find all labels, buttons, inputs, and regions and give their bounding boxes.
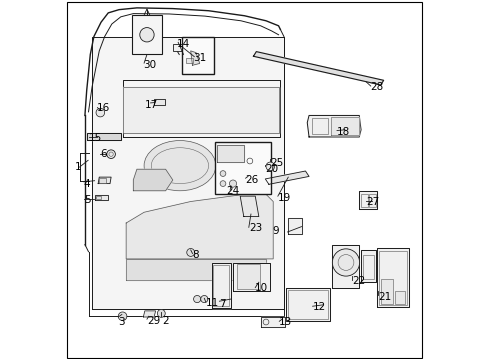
Bar <box>311 118 327 134</box>
Bar <box>215 142 270 194</box>
Text: 21: 21 <box>377 292 390 302</box>
Text: 13: 13 <box>279 318 292 327</box>
Text: 18: 18 <box>336 127 349 136</box>
Circle shape <box>332 249 359 276</box>
Text: 15: 15 <box>88 133 102 143</box>
Text: 20: 20 <box>264 164 278 174</box>
Bar <box>182 37 214 74</box>
Polygon shape <box>253 51 383 85</box>
Polygon shape <box>87 133 121 140</box>
Text: 26: 26 <box>245 175 258 185</box>
Bar <box>96 196 101 199</box>
Bar <box>99 178 105 183</box>
Bar <box>131 15 162 54</box>
Text: 10: 10 <box>255 283 268 293</box>
Polygon shape <box>332 244 359 288</box>
Bar <box>368 194 375 207</box>
Bar <box>380 279 392 304</box>
Bar <box>287 290 327 319</box>
Polygon shape <box>376 248 408 307</box>
Circle shape <box>140 28 154 42</box>
Polygon shape <box>122 80 280 137</box>
Circle shape <box>193 296 201 303</box>
Polygon shape <box>92 37 284 309</box>
Polygon shape <box>126 194 273 259</box>
Text: 31: 31 <box>193 53 206 63</box>
Text: 7: 7 <box>219 299 225 309</box>
Text: 1: 1 <box>75 162 81 172</box>
Text: 28: 28 <box>370 82 383 93</box>
Polygon shape <box>330 117 359 135</box>
Polygon shape <box>359 192 376 209</box>
Polygon shape <box>154 99 164 105</box>
Polygon shape <box>216 145 244 162</box>
Polygon shape <box>360 250 376 282</box>
Polygon shape <box>211 263 230 309</box>
Circle shape <box>220 181 225 186</box>
Circle shape <box>201 296 207 303</box>
Circle shape <box>118 312 126 320</box>
Bar <box>212 265 229 306</box>
Polygon shape <box>190 51 199 65</box>
Polygon shape <box>265 171 308 184</box>
Text: 23: 23 <box>248 224 262 233</box>
Text: 16: 16 <box>97 103 110 113</box>
Bar <box>172 44 182 51</box>
Text: 5: 5 <box>83 195 90 205</box>
Bar <box>379 251 406 305</box>
Text: 6: 6 <box>100 149 107 159</box>
Polygon shape <box>233 263 270 291</box>
Circle shape <box>106 150 115 158</box>
Text: 17: 17 <box>144 100 158 110</box>
Circle shape <box>229 180 236 187</box>
Polygon shape <box>240 196 258 217</box>
Text: 19: 19 <box>277 193 290 203</box>
Text: 2: 2 <box>162 316 168 325</box>
Polygon shape <box>287 218 301 234</box>
Circle shape <box>265 162 274 171</box>
Text: 24: 24 <box>225 186 239 197</box>
Text: 29: 29 <box>147 316 160 325</box>
Circle shape <box>220 171 225 176</box>
Bar <box>362 255 373 279</box>
Polygon shape <box>94 195 108 201</box>
Text: 12: 12 <box>312 302 325 312</box>
Polygon shape <box>122 87 278 134</box>
Circle shape <box>157 310 165 318</box>
Polygon shape <box>143 311 155 317</box>
Polygon shape <box>285 288 329 320</box>
Text: 30: 30 <box>143 60 156 70</box>
Text: 25: 25 <box>270 158 283 168</box>
Text: 9: 9 <box>272 226 279 236</box>
Text: 11: 11 <box>205 298 219 308</box>
Polygon shape <box>133 169 172 191</box>
Text: 22: 22 <box>351 276 365 286</box>
Text: 4: 4 <box>83 179 90 189</box>
Text: 3: 3 <box>118 317 124 327</box>
Polygon shape <box>126 259 265 280</box>
Polygon shape <box>260 317 284 327</box>
Text: 14: 14 <box>176 40 189 49</box>
Bar <box>394 291 405 304</box>
Circle shape <box>186 248 194 256</box>
Text: 27: 27 <box>366 197 379 207</box>
Circle shape <box>96 108 104 117</box>
Ellipse shape <box>144 140 215 191</box>
Text: 8: 8 <box>192 250 199 260</box>
Bar <box>360 194 367 207</box>
Bar <box>185 58 192 63</box>
Polygon shape <box>306 116 360 137</box>
Bar <box>236 264 260 289</box>
Polygon shape <box>98 177 111 184</box>
